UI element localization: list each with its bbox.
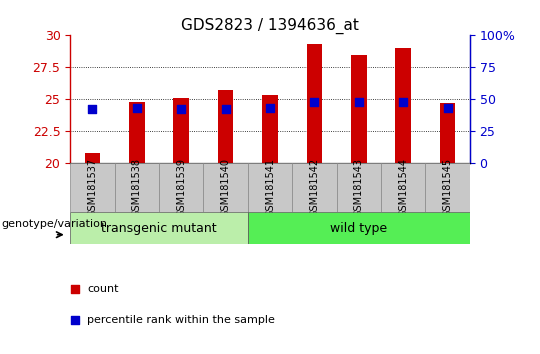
Bar xyxy=(70,212,248,244)
Bar xyxy=(336,163,381,212)
Bar xyxy=(218,90,233,163)
Text: wild type: wild type xyxy=(330,222,387,235)
Point xyxy=(71,318,79,323)
Point xyxy=(71,286,79,292)
Bar xyxy=(307,44,322,163)
Bar xyxy=(351,55,367,163)
Bar xyxy=(70,163,114,212)
Bar xyxy=(85,153,100,163)
Bar xyxy=(114,163,159,212)
Point xyxy=(310,99,319,104)
Text: GSM181545: GSM181545 xyxy=(443,158,453,217)
Text: transgenic mutant: transgenic mutant xyxy=(101,222,217,235)
Bar xyxy=(262,95,278,163)
Text: genotype/variation: genotype/variation xyxy=(2,218,107,229)
Bar xyxy=(395,48,411,163)
Point xyxy=(266,105,274,111)
Text: GSM181542: GSM181542 xyxy=(309,158,319,217)
Text: GSM181540: GSM181540 xyxy=(221,158,231,217)
Bar xyxy=(129,102,145,163)
Text: percentile rank within the sample: percentile rank within the sample xyxy=(87,315,275,325)
Point xyxy=(132,105,141,111)
Bar xyxy=(440,103,455,163)
Text: GSM181541: GSM181541 xyxy=(265,158,275,217)
Text: GSM181543: GSM181543 xyxy=(354,158,364,217)
Text: GSM181539: GSM181539 xyxy=(176,158,186,217)
Bar xyxy=(248,163,292,212)
Point xyxy=(399,99,408,104)
Point xyxy=(88,107,97,112)
Bar xyxy=(381,163,426,212)
Text: GSM181538: GSM181538 xyxy=(132,158,142,217)
Text: GSM181544: GSM181544 xyxy=(398,158,408,217)
Bar xyxy=(204,163,248,212)
Text: count: count xyxy=(87,284,118,294)
Bar xyxy=(173,98,189,163)
Bar xyxy=(426,163,470,212)
Bar xyxy=(292,163,336,212)
Bar xyxy=(248,212,470,244)
Bar xyxy=(159,163,204,212)
Point xyxy=(177,107,186,112)
Point xyxy=(354,99,363,104)
Title: GDS2823 / 1394636_at: GDS2823 / 1394636_at xyxy=(181,18,359,34)
Point xyxy=(443,105,452,111)
Text: GSM181537: GSM181537 xyxy=(87,158,97,217)
Point xyxy=(221,107,230,112)
